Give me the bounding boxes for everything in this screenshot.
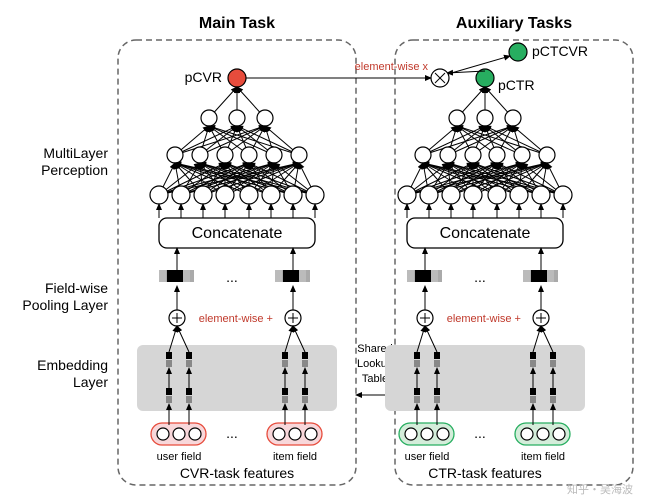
main-title: Main Task <box>199 15 275 32</box>
field-label: user field <box>157 451 202 463</box>
field-label: item field <box>273 451 317 463</box>
layer-label: Layer <box>73 374 108 390</box>
features-label: CTR-task features <box>428 465 542 481</box>
pctcvr-node <box>509 43 527 61</box>
aux-title: Auxiliary Tasks <box>456 15 572 32</box>
layer-label: Perception <box>41 162 108 178</box>
layer-label: Field-wise <box>45 280 108 296</box>
pcvr-node <box>228 69 246 87</box>
cvr-column: pCVR Concatenate element-wise +... user fie… <box>137 69 337 481</box>
features-label: CVR-task features <box>180 465 294 481</box>
watermark: 知乎・吴海波 <box>567 482 633 496</box>
layer-label: MultiLayer <box>43 145 108 161</box>
pctcvr-label: pCTCVR <box>532 43 588 59</box>
pcvr-label: pCVR <box>185 69 222 85</box>
ctr-column: Concatenate element-wise +... user field it… <box>385 69 585 481</box>
mult-label: element-wise x <box>355 61 429 73</box>
concat-label: Concatenate <box>192 225 283 242</box>
aux-task-box <box>395 40 633 485</box>
field-label: user field <box>405 451 450 463</box>
layer-label: Pooling Layer <box>22 297 108 313</box>
svg-text:...: ... <box>474 425 486 441</box>
svg-text:...: ... <box>474 269 486 285</box>
layer-label: Embedding <box>37 357 108 373</box>
svg-text:...: ... <box>226 425 238 441</box>
pctr-label: pCTR <box>498 77 535 93</box>
concat-label: Concatenate <box>440 225 531 242</box>
elem-add-label: element-wise + <box>447 313 521 325</box>
elem-add-label: element-wise + <box>199 313 273 325</box>
shared-label: Table <box>362 373 388 385</box>
field-label: item field <box>521 451 565 463</box>
svg-text:...: ... <box>226 269 238 285</box>
